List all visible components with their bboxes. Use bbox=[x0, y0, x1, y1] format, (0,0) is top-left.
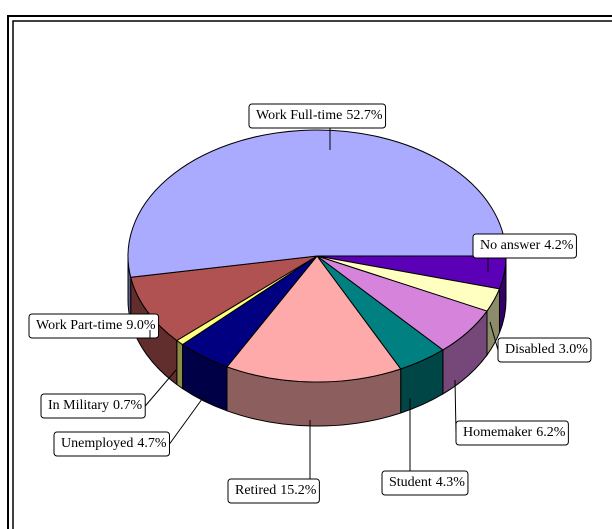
label: Retired 15.2% bbox=[227, 420, 320, 504]
leader-line bbox=[144, 369, 177, 407]
label-text: Unemployed 4.7% bbox=[61, 436, 167, 451]
value-label: 4.7% bbox=[137, 436, 167, 451]
label: Work Full-time 52.7% bbox=[248, 103, 387, 150]
leader-line bbox=[454, 379, 457, 434]
category-name: Homemaker bbox=[463, 425, 533, 440]
outer-frame bbox=[7, 15, 612, 529]
inner-frame bbox=[12, 20, 612, 529]
slice-side bbox=[176, 339, 184, 390]
value-label: 4.3% bbox=[436, 475, 466, 490]
category-name: Retired bbox=[235, 483, 276, 498]
label: Disabled 3.0% bbox=[489, 321, 592, 363]
label: Work Part-time 9.0% bbox=[28, 313, 160, 339]
label-text: Disabled 3.0% bbox=[505, 342, 588, 357]
label-text: Retired 15.2% bbox=[235, 483, 317, 498]
leader-line bbox=[489, 321, 499, 351]
value-label: 9.0% bbox=[126, 318, 156, 333]
label-text: Homemaker 6.2% bbox=[463, 425, 566, 440]
value-label: 6.2% bbox=[536, 425, 566, 440]
label-text: In Military 0.7% bbox=[48, 398, 143, 413]
label: Student 4.3% bbox=[381, 398, 469, 496]
category-name: Work Full-time bbox=[256, 108, 342, 123]
category-name: Work Part-time bbox=[36, 318, 122, 333]
category-name: Unemployed bbox=[61, 436, 133, 451]
label: No answer 4.2% bbox=[472, 233, 577, 272]
value-label: 3.0% bbox=[559, 342, 589, 357]
label: Unemployed 4.7% bbox=[53, 394, 206, 457]
label-text: No answer 4.2% bbox=[480, 238, 574, 253]
label-text: Work Full-time 52.7% bbox=[256, 108, 383, 123]
category-name: In Military bbox=[48, 398, 109, 413]
category-name: No answer bbox=[480, 238, 541, 253]
label-text: Student 4.3% bbox=[389, 475, 465, 490]
label: In Military 0.7% bbox=[40, 369, 177, 419]
label-text: Work Part-time 9.0% bbox=[36, 318, 156, 333]
value-label: 15.2% bbox=[280, 483, 317, 498]
value-label: 52.7% bbox=[346, 108, 383, 123]
label-box bbox=[28, 313, 160, 339]
label-box bbox=[248, 103, 387, 129]
value-label: 0.7% bbox=[113, 398, 143, 413]
value-label: 4.2% bbox=[544, 238, 574, 253]
category-name: Student bbox=[389, 475, 432, 490]
slice bbox=[127, 129, 507, 278]
slice bbox=[130, 255, 318, 342]
slice bbox=[226, 255, 402, 383]
label: Homemaker 6.2% bbox=[454, 379, 569, 446]
label-box bbox=[472, 233, 577, 259]
leader-line bbox=[169, 394, 206, 445]
label-box bbox=[381, 470, 469, 496]
category-name: Disabled bbox=[505, 342, 555, 357]
label-box bbox=[227, 478, 320, 504]
